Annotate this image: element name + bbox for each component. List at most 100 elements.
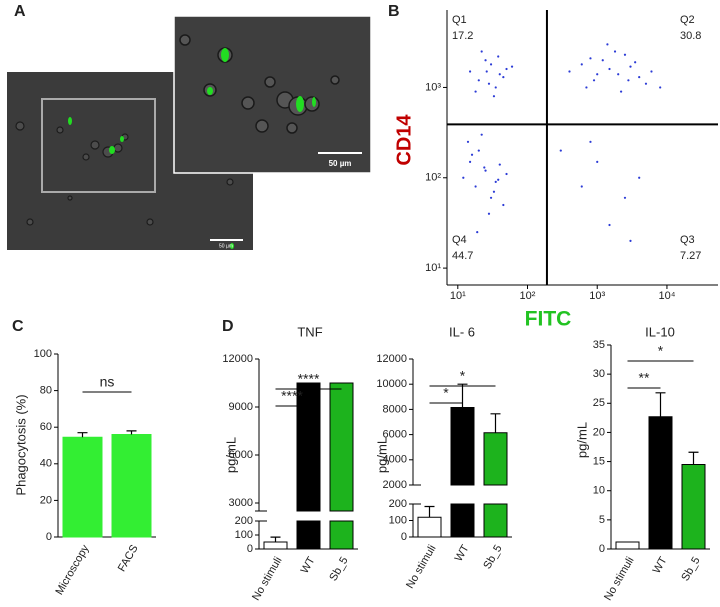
quadrant-name: Q1: [452, 14, 467, 26]
point: [476, 231, 479, 234]
point: [568, 70, 571, 73]
y-tick-label: 0: [401, 531, 407, 543]
point: [497, 178, 500, 181]
y-tick-label: 30: [593, 368, 605, 380]
x-tick-label: 10⁴: [658, 290, 675, 302]
point: [466, 140, 470, 143]
bar: [329, 382, 354, 550]
quadrant-value: 7.27: [680, 250, 701, 262]
y-tick-label: 100: [235, 529, 253, 541]
x-tick-label: WT: [453, 543, 472, 564]
point: [480, 133, 483, 136]
zoom-box: [41, 98, 156, 193]
error-bar: [490, 413, 501, 433]
panel-label: C: [12, 318, 24, 335]
point: [629, 65, 632, 68]
point: [596, 160, 599, 163]
error-bar: [270, 536, 281, 542]
point: [492, 95, 496, 98]
error-bar: [126, 430, 137, 435]
comparison-label: *: [460, 368, 466, 384]
quadrant-name: Q4: [452, 234, 467, 246]
point: [492, 190, 496, 193]
y-axis-label: CD14: [393, 114, 415, 166]
y-tick-label: 10: [593, 485, 605, 497]
point: [589, 57, 592, 60]
point: [638, 76, 641, 79]
point: [474, 185, 477, 188]
x-tick-label: No stimuli: [404, 543, 439, 591]
point: [613, 50, 617, 53]
point: [485, 70, 488, 73]
error-bar: [77, 432, 88, 438]
chart-title: TNF: [297, 324, 322, 339]
point: [505, 172, 508, 176]
y-tick-label: 12000: [376, 353, 407, 365]
x-tick-label: 10³: [589, 290, 605, 302]
point: [510, 65, 514, 68]
point: [484, 169, 487, 172]
y-tick-label: 200: [389, 498, 407, 510]
y-tick-label: 6000: [229, 449, 253, 461]
bar: [296, 382, 321, 550]
point: [623, 53, 627, 56]
error-bar: [424, 505, 435, 518]
point: [468, 160, 472, 163]
point: [596, 73, 599, 76]
comparison-label: *: [443, 385, 449, 401]
y-tick-label: 6000: [383, 429, 407, 441]
y-tick-label: 4000: [383, 454, 407, 466]
bar: [681, 463, 706, 550]
y-tick-label: 10³: [425, 81, 441, 93]
x-tick-label: Sb_5: [679, 555, 702, 583]
point: [468, 70, 472, 73]
bar: [648, 416, 673, 550]
error-bar: [655, 392, 666, 417]
scale-bar-label: 50 µm: [219, 243, 233, 249]
comparison-label: ns: [100, 374, 115, 390]
stained-cells: [68, 117, 234, 249]
bar: [62, 436, 103, 538]
quadrant-value: 17.2: [452, 30, 473, 42]
bar: [615, 541, 640, 550]
x-axis-label: FITC: [525, 308, 572, 331]
y-axis-label: pg/mL: [574, 422, 589, 458]
y-tick-label: 8000: [383, 403, 407, 415]
point: [497, 55, 500, 58]
x-tick-label: FACS: [116, 543, 141, 574]
y-axis-label: pg/mL: [223, 437, 238, 473]
point: [617, 73, 620, 76]
point: [644, 82, 648, 85]
y-tick-label: 0: [599, 543, 605, 555]
error-bar: [688, 451, 699, 465]
point: [498, 163, 501, 166]
y-tick-label: 80: [40, 385, 52, 397]
comparison-label: *: [658, 343, 664, 359]
point: [505, 67, 508, 71]
error-bar: [457, 383, 468, 408]
quadrant-name: Q3: [680, 234, 695, 246]
point: [489, 63, 493, 66]
point: [638, 176, 641, 179]
point: [498, 73, 501, 76]
bar: [263, 541, 288, 550]
y-tick-label: 12000: [222, 353, 253, 365]
x-tick-label: 10²: [520, 290, 536, 302]
point: [474, 90, 477, 93]
point: [601, 59, 604, 62]
point: [487, 82, 491, 85]
y-tick-label: 200: [235, 515, 253, 527]
y-tick-label: 100: [389, 514, 407, 526]
bar: [483, 432, 508, 538]
y-tick-label: 40: [40, 458, 52, 470]
y-tick-label: 0: [46, 531, 52, 543]
y-axis-label: pg/mL: [374, 437, 389, 473]
point: [589, 140, 592, 143]
point: [487, 212, 491, 215]
bar: [417, 516, 442, 538]
panel-label: D: [222, 318, 234, 335]
y-tick-label: 60: [40, 421, 52, 433]
point: [627, 79, 630, 82]
x-tick-label: WT: [651, 555, 670, 576]
comparison-label: **: [639, 370, 650, 386]
